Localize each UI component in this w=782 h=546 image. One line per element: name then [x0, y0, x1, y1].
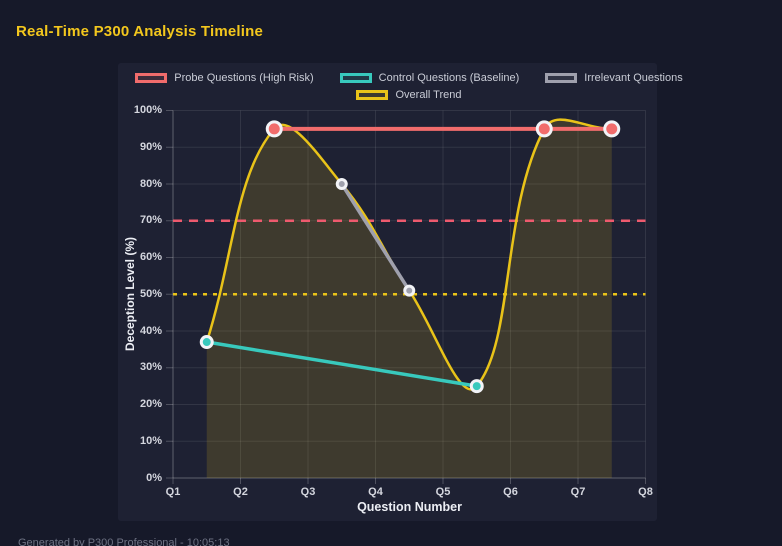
y-tick-label: 0%	[146, 471, 162, 484]
legend-swatch-icon	[356, 89, 389, 100]
data-point-marker	[335, 178, 348, 190]
x-axis-title: Question Number	[357, 500, 462, 514]
series-line-2	[340, 182, 411, 293]
chart-canvas[interactable]	[118, 63, 657, 521]
y-tick-label: 100%	[133, 104, 162, 116]
y-tick-label: 40%	[139, 324, 162, 337]
x-tick-label: Q8	[638, 486, 653, 498]
legend-item-2[interactable]: Irrelevant Questions	[545, 71, 683, 84]
x-tick-label: Q6	[503, 486, 518, 498]
data-point-marker	[265, 120, 283, 138]
data-point-marker	[603, 120, 621, 138]
legend-swatch-icon	[135, 72, 168, 83]
footer-status: Generated by P300 Professional - 10:05:1…	[18, 537, 230, 546]
data-point-marker	[199, 335, 214, 350]
x-tick-label: Q3	[300, 486, 316, 498]
x-tick-label: Q2	[233, 486, 248, 498]
legend-row-1: Probe Questions (High Risk) Control Quest…	[135, 69, 683, 86]
legend-row-2: Overall Trend	[173, 86, 645, 103]
legend-item-0[interactable]: Probe Questions (High Risk)	[135, 71, 314, 84]
page-title: Real-Time P300 Analysis Timeline	[16, 23, 264, 40]
legend-item-label: Irrelevant Questions	[584, 71, 683, 84]
y-tick-label: 60%	[139, 251, 162, 263]
legend-item-label: Control Questions (Baseline)	[378, 71, 520, 84]
chart-panel: Probe Questions (High Risk) Control Quest…	[118, 63, 683, 521]
y-tick-label: 20%	[139, 398, 162, 410]
x-tick-label: Q7	[570, 486, 586, 498]
legend-item-label: Overall Trend	[395, 88, 462, 101]
y-tick-label: 70%	[139, 214, 162, 227]
y-tick-label: 90%	[139, 140, 162, 153]
y-tick-label: 30%	[139, 361, 162, 374]
x-tick-label: Q1	[165, 486, 181, 498]
legend-swatch-icon	[339, 72, 372, 83]
series-line-1	[205, 340, 479, 388]
legend-item-label: Probe Questions (High Risk)	[174, 71, 314, 84]
legend-swatch-icon	[545, 72, 578, 83]
y-tick-label: 10%	[139, 434, 162, 447]
data-point-marker	[469, 379, 484, 394]
legend-item-1[interactable]: Control Questions (Baseline)	[339, 71, 520, 84]
data-point-marker	[535, 120, 553, 138]
data-point-marker	[403, 284, 416, 297]
legend-item-3[interactable]: Overall Trend	[356, 88, 462, 101]
trend-fill-area	[206, 119, 612, 479]
y-tick-label: 50%	[139, 287, 162, 300]
x-tick-label: Q5	[435, 486, 451, 498]
x-tick-label: Q4	[368, 486, 383, 498]
y-tick-label: 80%	[139, 177, 162, 190]
chart-legend: Probe Questions (High Risk) Control Quest…	[135, 69, 683, 103]
